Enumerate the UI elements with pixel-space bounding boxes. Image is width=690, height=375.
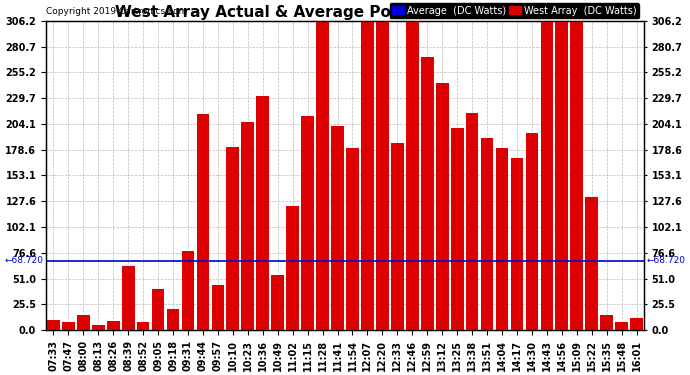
Bar (361, 21, 374, 330)
Bar (511, 158, 523, 330)
Bar (526, 133, 538, 330)
Bar (600, 315, 613, 330)
Bar (585, 197, 598, 330)
Bar (436, 83, 448, 330)
Bar (421, 57, 433, 330)
Bar (286, 206, 299, 330)
Bar (62, 322, 75, 330)
Bar (241, 122, 254, 330)
Bar (331, 126, 344, 330)
Bar (391, 143, 404, 330)
Bar (181, 251, 195, 330)
Bar (630, 318, 643, 330)
Bar (197, 114, 209, 330)
Bar (47, 320, 60, 330)
Text: ←68.720: ←68.720 (647, 256, 686, 265)
Text: Copyright 2019 Cartronics.com: Copyright 2019 Cartronics.com (46, 7, 187, 16)
Title: West Array Actual & Average Power Sat Dec 28 16:05: West Array Actual & Average Power Sat De… (115, 5, 575, 20)
Bar (451, 128, 464, 330)
Bar (376, 21, 388, 330)
Bar (152, 288, 164, 330)
Bar (167, 309, 179, 330)
Bar (466, 113, 478, 330)
Bar (137, 322, 150, 330)
Bar (271, 275, 284, 330)
Bar (346, 148, 359, 330)
Bar (302, 116, 314, 330)
Bar (226, 147, 239, 330)
Bar (540, 21, 553, 330)
Legend: Average  (DC Watts), West Array  (DC Watts): Average (DC Watts), West Array (DC Watts… (390, 3, 639, 18)
Bar (77, 315, 90, 330)
Bar (555, 21, 568, 330)
Text: ←68.720: ←68.720 (4, 256, 43, 265)
Bar (406, 21, 419, 330)
Bar (615, 322, 628, 330)
Bar (122, 266, 135, 330)
Bar (571, 21, 583, 330)
Bar (481, 138, 493, 330)
Bar (316, 21, 329, 330)
Bar (212, 285, 224, 330)
Bar (92, 325, 105, 330)
Bar (107, 321, 119, 330)
Bar (495, 148, 509, 330)
Bar (257, 96, 269, 330)
